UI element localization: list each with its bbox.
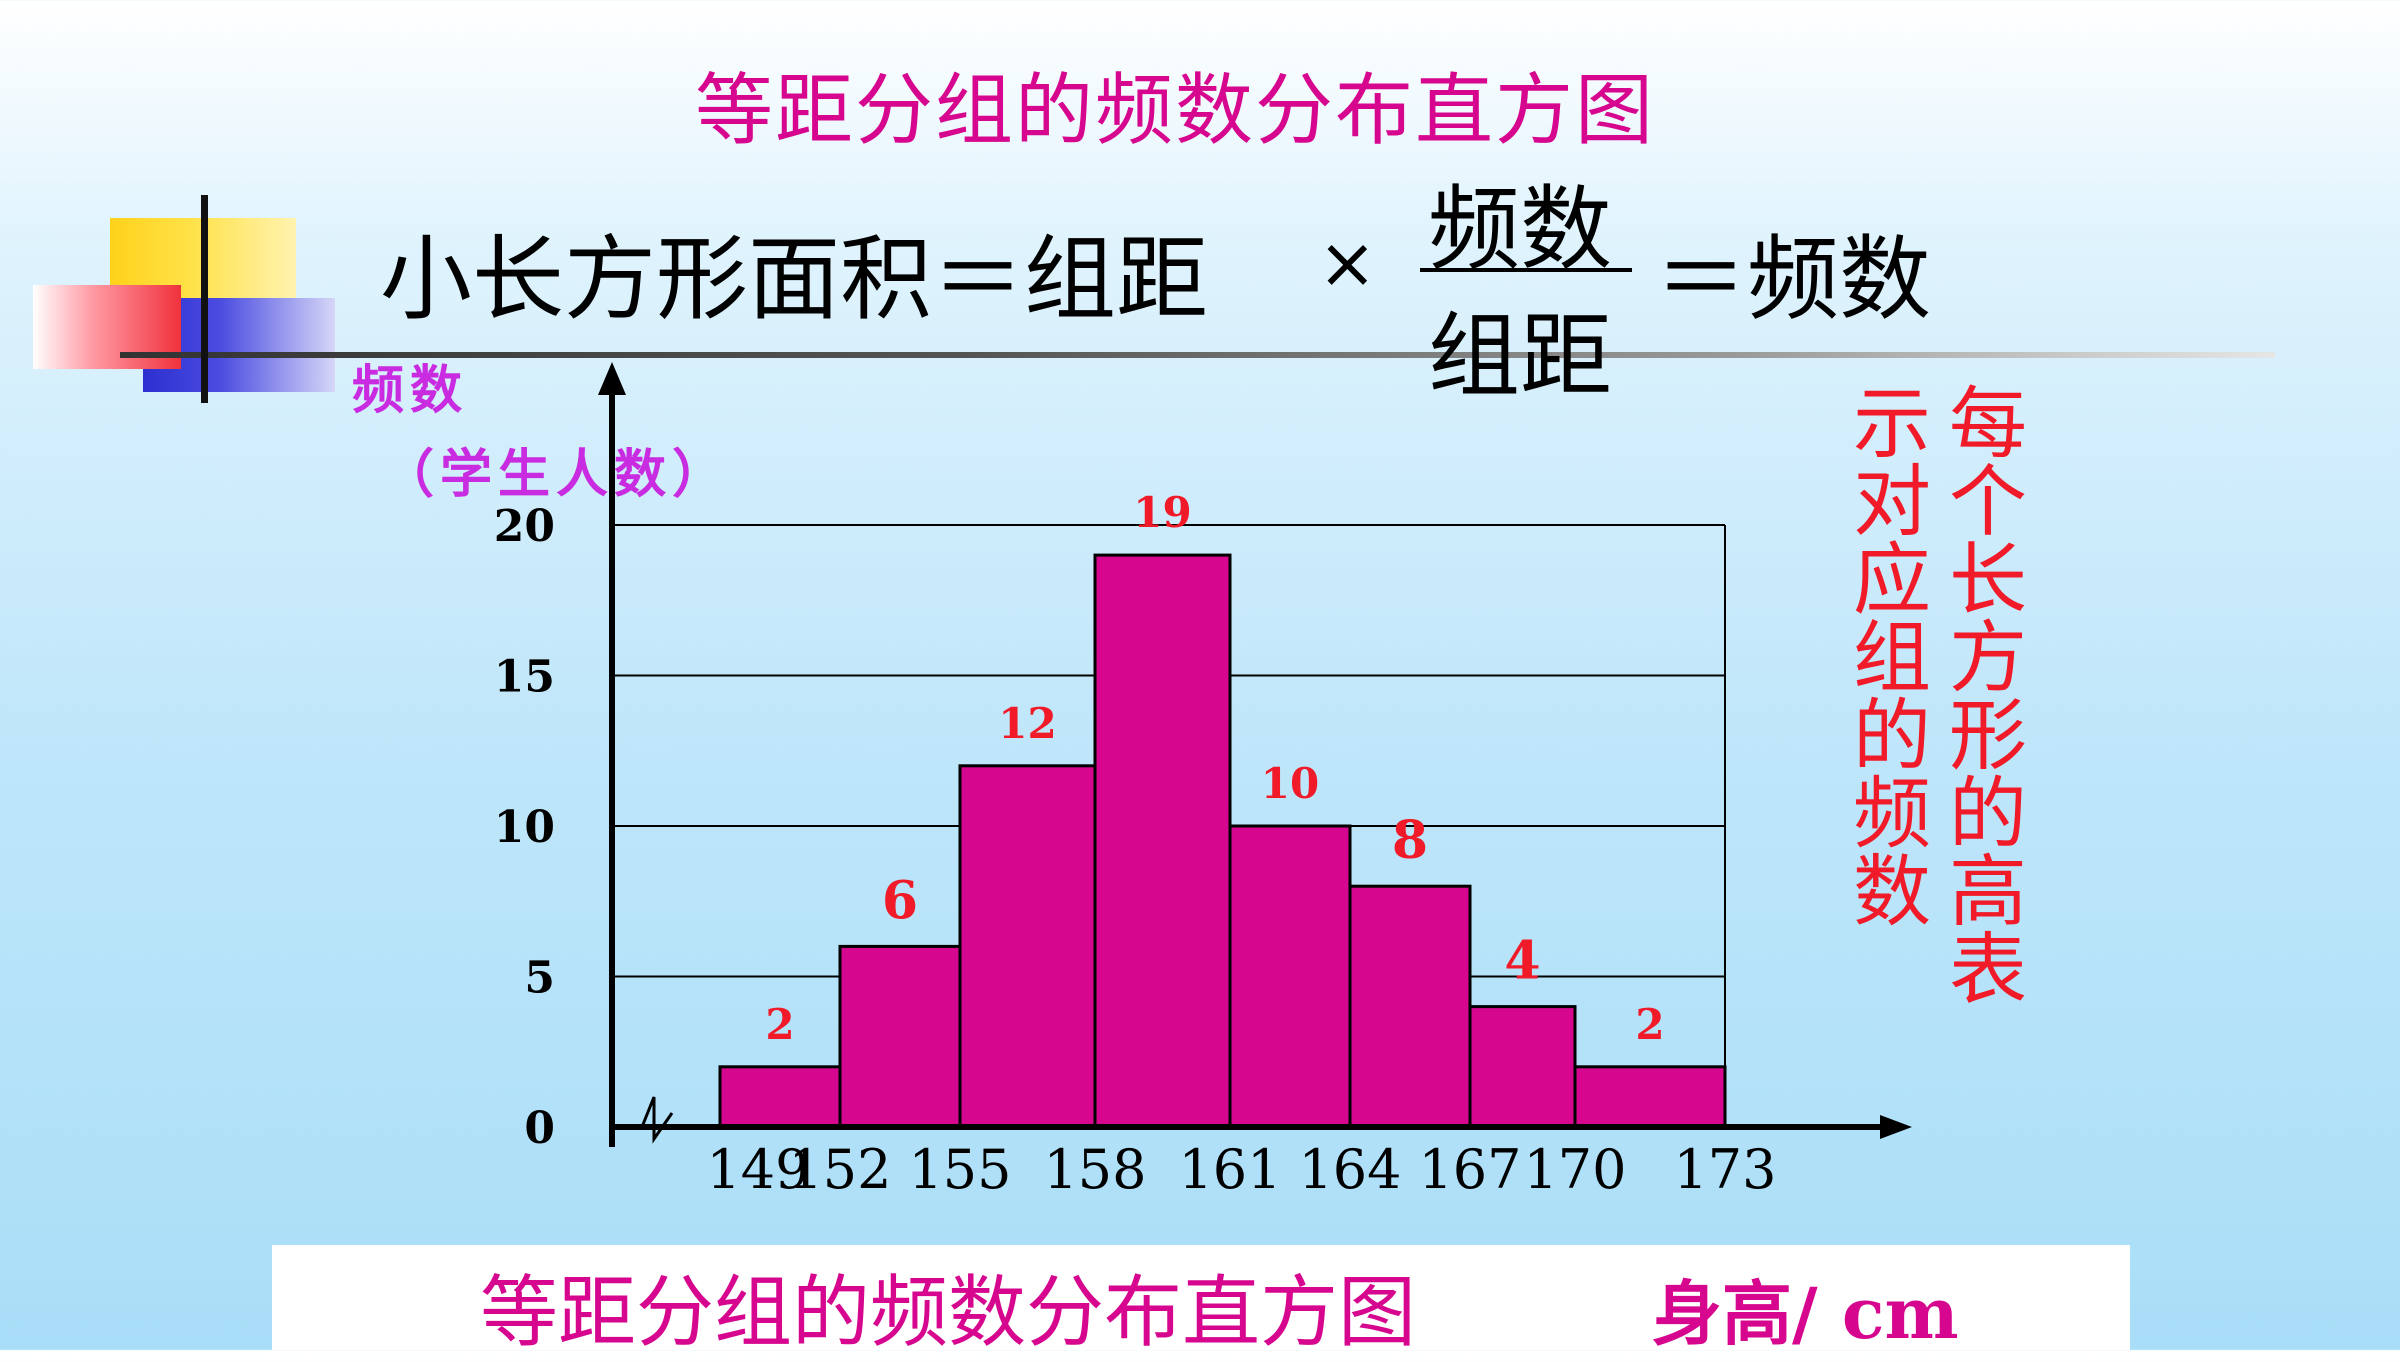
formula-fraction-bar (1420, 268, 1632, 272)
decorative-vertical-line (201, 195, 208, 403)
data-label: 19 (1133, 488, 1191, 537)
data-label: 12 (998, 699, 1056, 748)
data-label: 4 (1504, 931, 1540, 992)
histogram-bar (838, 944, 962, 1129)
y-tick-label: 10 (494, 802, 555, 853)
data-label: 8 (1392, 810, 1428, 871)
data-label: 2 (1635, 1000, 1664, 1049)
histogram-bar (718, 1065, 842, 1129)
x-tick-label: 149 (706, 1138, 809, 1201)
y-tick-label: 5 (524, 953, 555, 1004)
x-tick-label: 158 (1043, 1138, 1146, 1201)
page-title: 等距分组的频数分布直方图 (694, 66, 1655, 156)
axis-break-mark (640, 1096, 674, 1144)
formula-times-sign: × (1318, 222, 1377, 304)
x-tick-label: 170 (1523, 1138, 1626, 1201)
formula-right-side: ＝频数 (1655, 226, 1932, 333)
data-label: 6 (882, 870, 918, 931)
data-label: 2 (765, 1000, 794, 1049)
side-note: 每个长方形的高表 示对应组的频数 (1825, 382, 2026, 1062)
formula-numerator: 频数 (1428, 176, 1613, 283)
histogram-bar (1468, 1005, 1577, 1129)
formula-denominator: 组距 (1428, 303, 1613, 410)
y-axis-subtitle: （学生人数） (382, 444, 731, 505)
y-tick-label: 0 (524, 1103, 555, 1154)
histogram-bar (958, 764, 1097, 1129)
formula-left-side: 小长方形面积＝组距 (380, 226, 1209, 333)
side-note-column-2: 示对应组的频数 (1840, 382, 1930, 928)
chart-caption: 等距分组的频数分布直方图 (480, 1268, 1417, 1358)
histogram-bar (1228, 824, 1352, 1129)
x-tick-label: 164 (1298, 1138, 1401, 1201)
x-axis-arrow (1880, 1115, 1912, 1139)
caption-box (272, 1245, 2130, 1350)
header-divider (120, 352, 2275, 358)
y-axis-title: 频数 (352, 360, 469, 421)
side-note-column-1: 每个长方形的高表 (1936, 382, 2026, 1006)
data-label: 10 (1261, 759, 1319, 808)
x-tick-label: 155 (908, 1138, 1011, 1201)
histogram-bar (1573, 1065, 1727, 1129)
x-tick-label: 152 (788, 1138, 891, 1201)
x-tick-label: 161 (1178, 1138, 1281, 1201)
y-axis-arrow (598, 362, 626, 395)
y-tick-label: 20 (494, 501, 555, 552)
x-tick-label: 173 (1673, 1138, 1776, 1201)
y-tick-label: 15 (494, 652, 555, 703)
x-tick-label: 167 (1418, 1138, 1521, 1201)
histogram-bar (1348, 884, 1472, 1129)
histogram-bar (1093, 553, 1232, 1129)
x-axis-title: 身高/ cm (1652, 1272, 1959, 1355)
